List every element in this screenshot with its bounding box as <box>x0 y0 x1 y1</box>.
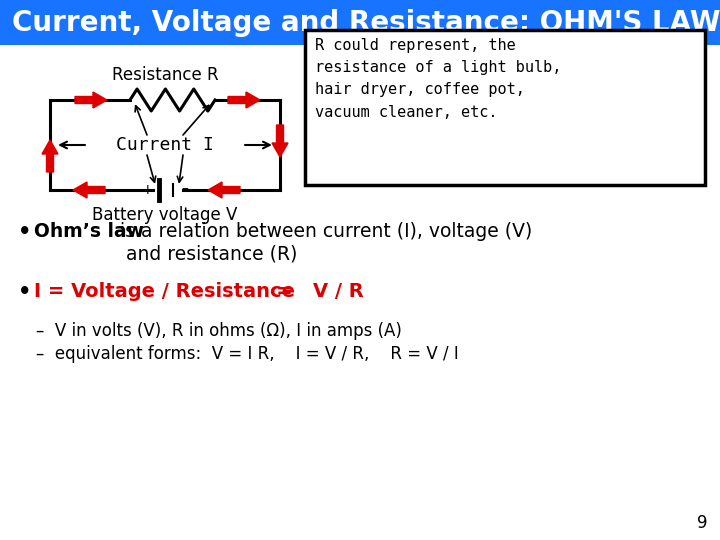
Text: Battery voltage V: Battery voltage V <box>92 206 238 224</box>
FancyArrow shape <box>73 182 105 198</box>
Text: 9: 9 <box>698 514 708 532</box>
Text: I = Voltage / Resistance: I = Voltage / Resistance <box>34 282 295 301</box>
Bar <box>0 0 720 45</box>
FancyArrow shape <box>208 182 240 198</box>
FancyArrow shape <box>42 140 58 172</box>
Text: •: • <box>18 282 32 302</box>
FancyArrow shape <box>272 125 288 157</box>
Text: +: + <box>141 183 153 197</box>
Text: Current, Voltage and Resistance: OHM'S LAW: Current, Voltage and Resistance: OHM'S L… <box>12 9 720 37</box>
Text: –  equivalent forms:  V = I R,    I = V / R,    R = V / I: – equivalent forms: V = I R, I = V / R, … <box>36 345 459 363</box>
Text: Resistance R: Resistance R <box>112 66 218 84</box>
FancyArrow shape <box>75 92 107 108</box>
FancyArrow shape <box>228 92 260 108</box>
Text: is a relation between current (I), voltage (V)
  and resistance (R): is a relation between current (I), volta… <box>114 222 532 263</box>
Text: –: – <box>181 183 189 197</box>
Text: R could represent, the
resistance of a light bulb,
hair dryer, coffee pot,
vacuu: R could represent, the resistance of a l… <box>315 38 562 119</box>
Text: =   V / R: = V / R <box>256 282 364 301</box>
Text: •: • <box>18 222 32 242</box>
Text: Current I: Current I <box>116 136 214 154</box>
Text: –  V in volts (V), R in ohms (Ω), I in amps (A): – V in volts (V), R in ohms (Ω), I in am… <box>36 322 402 340</box>
FancyBboxPatch shape <box>305 30 705 185</box>
Text: Ohm’s law: Ohm’s law <box>34 222 144 241</box>
